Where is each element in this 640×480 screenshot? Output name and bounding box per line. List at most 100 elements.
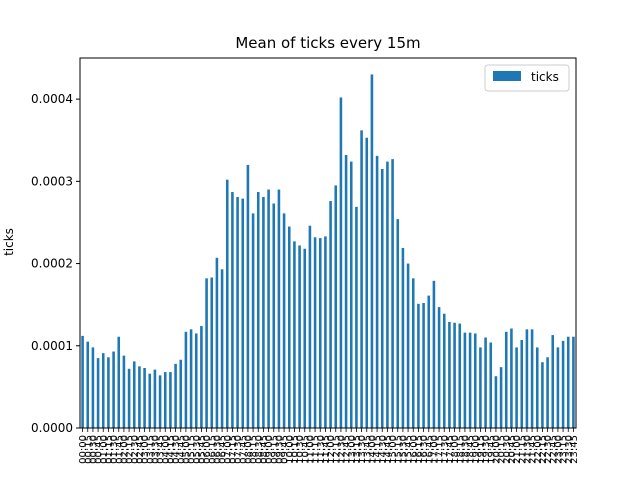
chart-title: Mean of ticks every 15m bbox=[235, 34, 420, 52]
bar bbox=[391, 159, 394, 428]
x-tick-label: 16:45 bbox=[424, 435, 435, 464]
bar bbox=[411, 278, 415, 428]
bar bbox=[282, 213, 286, 428]
bar bbox=[163, 372, 167, 428]
x-tick-label: 23:15 bbox=[559, 435, 570, 464]
bar bbox=[355, 206, 358, 428]
x-tick-label: 13:30 bbox=[357, 435, 368, 464]
bar bbox=[515, 347, 518, 428]
bar bbox=[143, 367, 146, 428]
bar bbox=[380, 169, 384, 428]
bar bbox=[551, 335, 555, 428]
x-tick-label: 09:15 bbox=[269, 435, 280, 464]
x-tick-label: 14:00 bbox=[367, 435, 378, 464]
x-tick-label: 11:30 bbox=[316, 435, 327, 464]
bar bbox=[117, 336, 121, 428]
x-tick-label: 03:00 bbox=[140, 435, 151, 464]
bar bbox=[370, 74, 374, 428]
x-tick-label: 00:30 bbox=[88, 435, 99, 464]
x-tick-label: 17:15 bbox=[435, 435, 446, 464]
x-tick-label: 14:15 bbox=[373, 435, 384, 464]
x-tick-label: 18:00 bbox=[450, 435, 461, 464]
legend-label: ticks bbox=[531, 70, 559, 84]
bar bbox=[417, 303, 420, 428]
y-axis-ticks: 0.0000 0.0001 0.0002 0.0003 0.0004 bbox=[31, 92, 80, 435]
bar bbox=[329, 201, 332, 428]
bar bbox=[132, 361, 136, 428]
bar bbox=[153, 369, 157, 428]
x-tick-label: 03:15 bbox=[145, 435, 156, 464]
x-tick-label: 20:45 bbox=[507, 435, 518, 464]
bars-group bbox=[81, 74, 575, 428]
x-tick-label: 08:15 bbox=[249, 435, 260, 464]
bar bbox=[194, 333, 198, 428]
bar bbox=[334, 185, 338, 428]
x-tick-label: 19:00 bbox=[471, 435, 482, 464]
x-tick-label: 05:00 bbox=[181, 435, 192, 464]
x-tick-label: 06:00 bbox=[202, 435, 213, 464]
bar bbox=[313, 237, 317, 428]
x-tick-label: 15:00 bbox=[388, 435, 399, 464]
x-axis-ticks: 00:0000:1500:3000:4501:0001:1501:3001:45… bbox=[78, 428, 580, 464]
x-tick-label: 00:45 bbox=[94, 435, 105, 464]
x-tick-label: 13:15 bbox=[352, 435, 363, 464]
plot-frame bbox=[79, 57, 577, 429]
x-tick-label: 20:30 bbox=[502, 435, 513, 464]
bar bbox=[468, 332, 472, 428]
x-tick-label: 21:15 bbox=[517, 435, 528, 464]
x-tick-label: 06:30 bbox=[212, 435, 223, 464]
x-tick-label: 12:15 bbox=[331, 435, 342, 464]
x-tick-label: 03:45 bbox=[156, 435, 167, 464]
bar bbox=[556, 347, 560, 428]
x-tick-label: 01:30 bbox=[109, 435, 120, 464]
y-tick-label: 0.0004 bbox=[31, 92, 73, 106]
x-tick-label: 20:15 bbox=[497, 435, 508, 464]
bar bbox=[401, 247, 405, 428]
bar bbox=[200, 326, 203, 428]
bar bbox=[189, 329, 193, 428]
x-tick-label: 22:45 bbox=[548, 435, 559, 464]
bar bbox=[246, 164, 250, 428]
x-tick-label: 14:30 bbox=[378, 435, 389, 464]
bar bbox=[541, 362, 544, 428]
x-tick-label: 10:45 bbox=[300, 435, 311, 464]
x-tick-label: 05:45 bbox=[197, 435, 208, 464]
x-tick-label: 16:00 bbox=[409, 435, 420, 464]
bar bbox=[174, 363, 177, 428]
x-tick-label: 16:30 bbox=[419, 435, 430, 464]
bar bbox=[277, 189, 281, 428]
x-tick-label: 09:45 bbox=[280, 435, 291, 464]
bar bbox=[572, 336, 575, 428]
bar bbox=[298, 245, 301, 428]
x-tick-label: 00:00 bbox=[78, 435, 89, 464]
bar bbox=[324, 236, 327, 428]
x-tick-label: 02:00 bbox=[119, 435, 130, 464]
bar bbox=[510, 328, 513, 428]
x-tick-label: 17:30 bbox=[440, 435, 451, 464]
x-tick-label: 08:00 bbox=[243, 435, 254, 464]
x-tick-label: 06:15 bbox=[207, 435, 218, 464]
x-tick-label: 19:30 bbox=[481, 435, 492, 464]
x-tick-label: 07:45 bbox=[238, 435, 249, 464]
bar bbox=[535, 347, 539, 428]
x-tick-label: 06:45 bbox=[218, 435, 229, 464]
x-tick-label: 11:15 bbox=[311, 435, 322, 464]
x-tick-label: 15:45 bbox=[404, 435, 415, 464]
x-tick-label: 07:00 bbox=[223, 435, 234, 464]
bar bbox=[251, 213, 255, 428]
bar bbox=[256, 192, 260, 428]
x-tick-label: 11:00 bbox=[305, 435, 316, 464]
bar bbox=[231, 192, 234, 428]
bar bbox=[107, 357, 110, 428]
x-tick-label: 08:30 bbox=[254, 435, 265, 464]
x-tick-label: 12:45 bbox=[342, 435, 353, 464]
x-tick-label: 16:15 bbox=[414, 435, 425, 464]
x-tick-label: 13:00 bbox=[347, 435, 358, 464]
bar bbox=[530, 329, 534, 428]
bar bbox=[520, 340, 524, 428]
x-tick-label: 04:15 bbox=[166, 435, 177, 464]
bar bbox=[458, 323, 462, 428]
x-tick-label: 10:30 bbox=[295, 435, 306, 464]
bar bbox=[241, 198, 245, 428]
bar bbox=[81, 335, 84, 428]
